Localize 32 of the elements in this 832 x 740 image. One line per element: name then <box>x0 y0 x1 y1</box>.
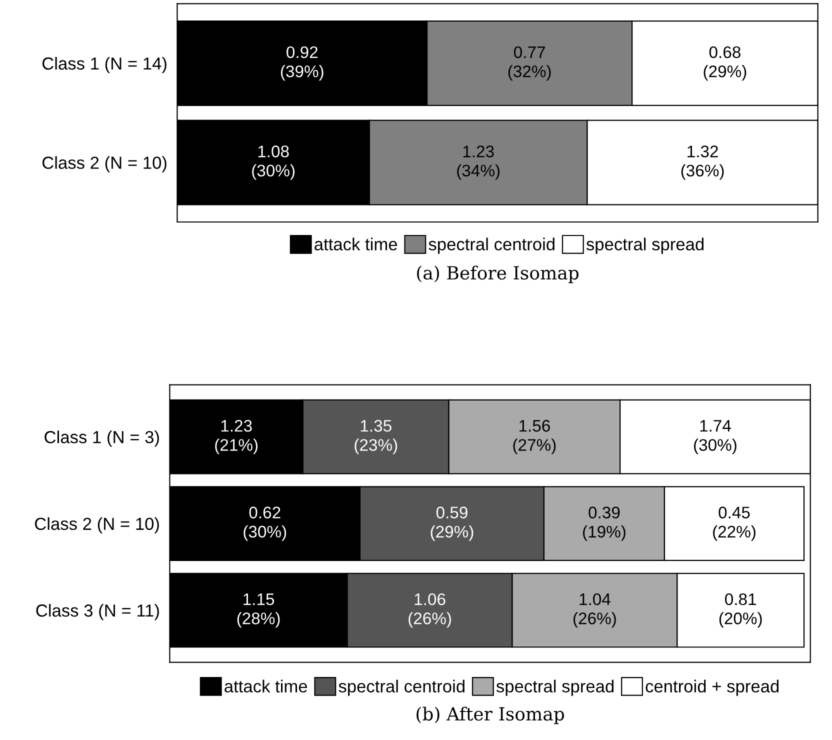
data-label: 1.74 (30%) <box>694 420 736 454</box>
data-label: 0.62 (30%) <box>244 506 286 541</box>
data-label: 1.56 (27%) <box>513 420 556 454</box>
y-tick-label: Class 1 (N = 14) <box>42 56 166 74</box>
y-tick-label: Class 1 (N = 3) <box>44 430 159 447</box>
data-label: 0.81 (20%) <box>719 593 762 628</box>
y-tick-label: Class 3 (N = 11) <box>36 604 159 620</box>
data-label: 1.04 (26%) <box>574 593 616 628</box>
data-label: 1.32 (36%) <box>681 146 724 180</box>
legend-label: attack time <box>224 680 308 692</box>
legend-label: spectral centroid <box>338 680 464 696</box>
data-label: 1.23 (34%) <box>457 146 500 180</box>
data-label: 1.35 (23%) <box>354 420 398 454</box>
data-label: 1.23 (21%) <box>215 420 258 454</box>
data-label: 1.08 (30%) <box>252 146 295 180</box>
data-label: 0.45 (22%) <box>713 506 756 541</box>
y-tick-label: Class 2 (N = 10) <box>34 517 159 534</box>
data-label: 0.59 (29%) <box>430 506 474 541</box>
data-label: 0.39 (19%) <box>583 506 626 541</box>
text: (b) After Isomap <box>416 706 564 724</box>
data-label: 0.68 (29%) <box>704 46 746 81</box>
legend-label: spectral spread <box>586 238 704 254</box>
data-label: 0.92 (39%) <box>280 46 324 81</box>
data-label: 1.15 (28%) <box>237 594 280 628</box>
legend-label: spectral centroid <box>428 238 554 254</box>
text: (a) Before Isomap <box>417 266 579 284</box>
data-label: 0.77 (32%) <box>508 46 551 81</box>
legend-label: attack time <box>314 238 398 250</box>
legend-label: spectral spread <box>496 680 614 696</box>
y-tick-label: Class 2 (N = 10) <box>42 156 166 172</box>
data-label: 1.06 (26%) <box>408 593 451 628</box>
legend-label: centroid + spread <box>646 680 779 696</box>
